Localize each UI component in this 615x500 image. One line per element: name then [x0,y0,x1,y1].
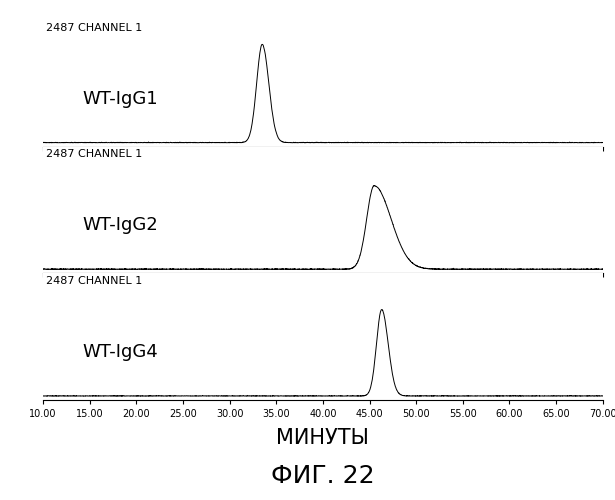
Text: 2487 CHANNEL 1: 2487 CHANNEL 1 [46,149,142,159]
Text: WT-IgG2: WT-IgG2 [82,216,158,234]
Text: 2487 CHANNEL 1: 2487 CHANNEL 1 [46,276,142,286]
Text: WT-IgG4: WT-IgG4 [82,343,158,361]
Text: ФИГ. 22: ФИГ. 22 [271,464,375,488]
Text: 2487 CHANNEL 1: 2487 CHANNEL 1 [46,22,142,32]
Text: WT-IgG1: WT-IgG1 [82,90,158,108]
Text: МИНУТЫ: МИНУТЫ [276,428,370,448]
